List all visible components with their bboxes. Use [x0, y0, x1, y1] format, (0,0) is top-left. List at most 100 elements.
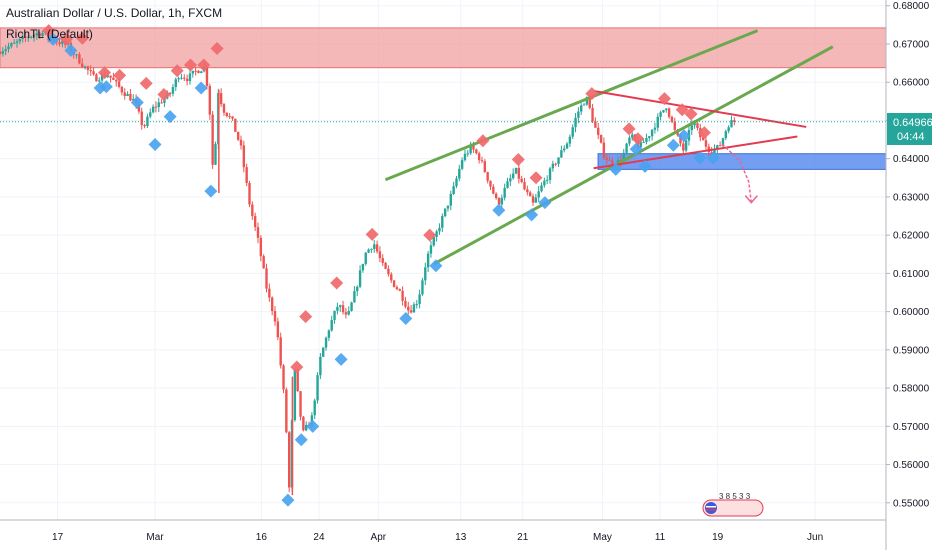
candle-body-94: [265, 268, 268, 289]
time-axis[interactable]: 17 Mar 16 24 Apr 13 21 May 11 19 Jun: [52, 532, 823, 543]
time-tick-label-10: Jun: [807, 532, 823, 543]
candle-body-175: [494, 193, 498, 199]
triangle-upper-line[interactable]: [593, 90, 807, 128]
candle-body-30: [83, 66, 87, 68]
candle-body-107: [302, 416, 305, 431]
high-marker-6: [157, 87, 171, 101]
candle-body-193: [545, 179, 549, 181]
candle-body-108: [305, 425, 308, 431]
price-axis-bg: [886, 0, 932, 550]
candle-body-34: [95, 74, 98, 82]
candle-body-140: [395, 287, 399, 290]
candle-body-89: [251, 204, 254, 217]
watermark-logo: 3 8 5 3 3: [702, 492, 764, 517]
candle-body-36: [100, 74, 104, 81]
candle-body-205: [580, 105, 583, 112]
last-price-badge: 0.64966 04:44: [887, 113, 932, 145]
candle-body-65: [183, 77, 186, 79]
candle-body-207: [585, 96, 589, 105]
candle-body-156: [441, 215, 444, 228]
high-marker-25: [697, 126, 711, 140]
candle-body-191: [540, 185, 543, 192]
candle-body-73: [205, 66, 209, 86]
candle-body-163: [460, 160, 464, 169]
candle-body-22: [61, 40, 64, 45]
low-marker-24: [706, 151, 720, 165]
low-marker-0: [46, 32, 60, 46]
candle-body-63: [177, 78, 180, 80]
low-marker-21: [666, 138, 680, 152]
candle-body-135: [381, 258, 384, 263]
candle-body-177: [500, 197, 504, 205]
candle-body-1: [1, 51, 5, 54]
candle-body-149: [421, 280, 424, 295]
candle-body-214: [605, 157, 608, 160]
price-tick-label-7: 0.61000: [893, 269, 930, 280]
price-tick-label-9: 0.59000: [893, 345, 930, 356]
low-marker-16: [525, 208, 539, 222]
high-marker-0: [42, 24, 56, 38]
candle-body-190: [537, 191, 540, 198]
candle-body-85: [239, 139, 243, 146]
low-marker-10: [294, 433, 308, 447]
candle-body-181: [511, 173, 515, 179]
channel-lower-line[interactable]: [433, 45, 834, 266]
candle-body-58: [163, 98, 166, 103]
candle-body-234: [662, 109, 665, 113]
candle-body-46: [129, 93, 132, 101]
low-marker-20: [638, 159, 652, 173]
candle-body-79: [222, 104, 226, 113]
candle-body-178: [503, 187, 506, 198]
candle-body-114: [322, 347, 325, 357]
candle-body-104: [293, 369, 297, 421]
resistance-zone[interactable]: [0, 27, 887, 69]
candle-body-136: [384, 262, 387, 269]
high-marker-18: [529, 171, 543, 185]
zones: [0, 27, 887, 170]
candle-body-194: [548, 168, 552, 180]
candle-body-259: [733, 120, 736, 122]
candle-body-132: [373, 244, 376, 249]
candle-body-74: [208, 85, 212, 115]
low-marker-6: [163, 110, 177, 124]
candle-body-143: [404, 300, 407, 307]
time-tick-label-2: 16: [256, 532, 268, 543]
candle-body-11: [29, 36, 33, 38]
candle-body-47: [132, 98, 135, 101]
candle-body-223: [631, 134, 634, 138]
low-marker-7: [194, 81, 208, 95]
candle-body-120: [339, 305, 342, 307]
symbol-title[interactable]: Australian Dollar / U.S. Dollar, 1h, FXC…: [6, 6, 223, 20]
candle-body-172: [486, 172, 489, 181]
channel-upper-line[interactable]: [384, 29, 759, 182]
trend-lines: [384, 29, 834, 266]
candle-body-66: [185, 78, 189, 82]
candle-body-185: [523, 181, 526, 190]
candle-body-61: [171, 87, 175, 94]
low-marker-17: [538, 196, 552, 210]
bar-countdown: 04:44: [897, 131, 925, 143]
candle-body-64: [180, 77, 183, 79]
candle-body-171: [483, 161, 487, 173]
triangle-lower-line[interactable]: [593, 135, 798, 170]
candle-body-92: [259, 237, 263, 257]
candle-body-153: [432, 236, 435, 246]
candle-body-173: [489, 180, 492, 187]
price-tick-label-1: 0.67000: [893, 39, 930, 50]
high-marker-8: [183, 58, 197, 72]
candle-body-154: [435, 231, 438, 237]
candle-body-15: [41, 33, 44, 37]
candle-body-176: [497, 198, 501, 205]
time-tick-label-7: May: [593, 532, 612, 543]
indicator-label[interactable]: RichTL (Default): [6, 27, 93, 41]
candle-body-253: [716, 145, 719, 149]
candle-body-106: [299, 391, 302, 417]
candle-body-102: [287, 432, 291, 488]
forecast-arrow-path[interactable]: [721, 143, 753, 203]
candle-body-134: [378, 251, 382, 259]
low-marker-4: [130, 95, 144, 109]
candle-body-159: [449, 194, 452, 206]
candle-body-5: [12, 42, 16, 44]
candle-body-246: [696, 123, 699, 129]
